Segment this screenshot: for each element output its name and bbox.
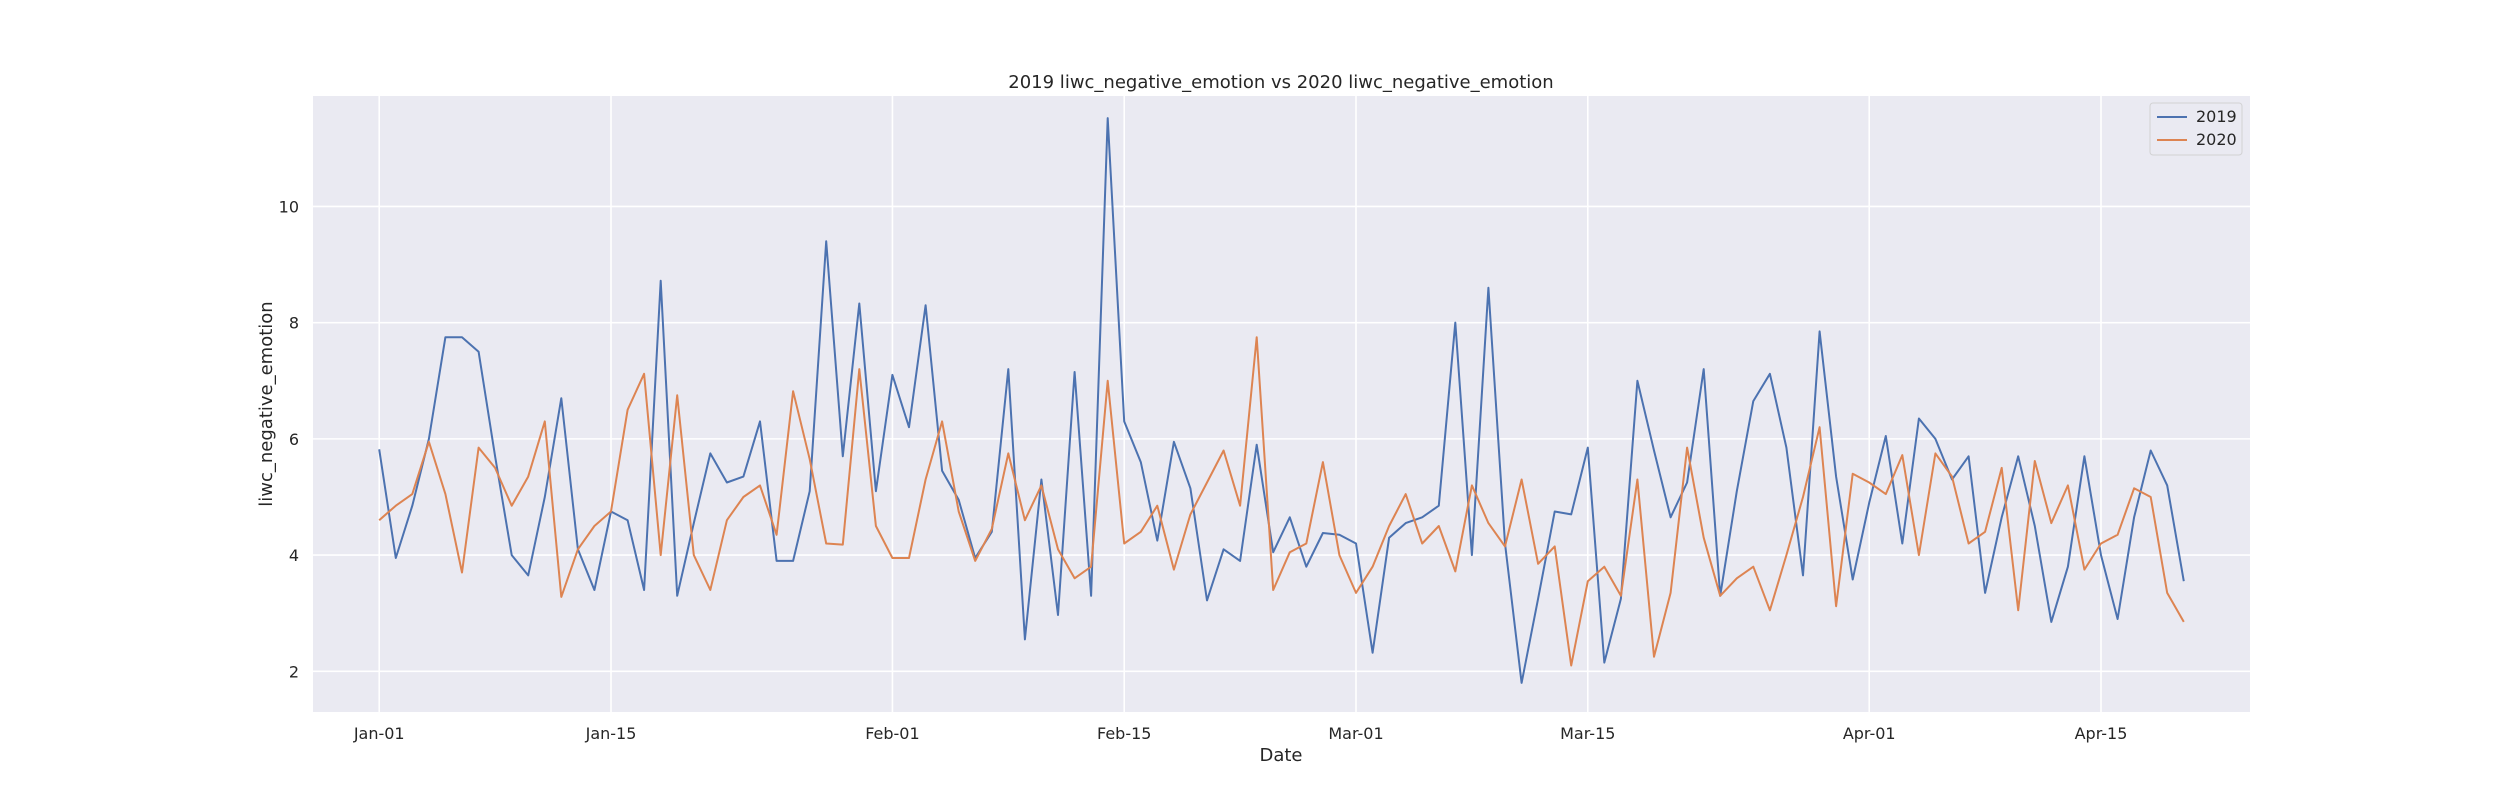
x-tick-labels: Jan-01 Jan-15 Feb-01 Feb-15 Mar-01 Mar-15 Apr-… — [353, 724, 2128, 743]
plot-area-background — [313, 96, 2250, 712]
x-axis-label: Date — [1259, 745, 1302, 766]
y-tick-label: 4 — [289, 546, 299, 565]
x-tick-label: Jan-15 — [585, 724, 637, 743]
y-tick-label: 2 — [289, 662, 299, 681]
legend-label-2019: 2019 — [2196, 107, 2237, 126]
y-tick-labels: 2 4 6 8 10 — [279, 197, 299, 681]
x-tick-label: Feb-15 — [1097, 724, 1151, 743]
y-tick-label: 10 — [279, 197, 299, 216]
x-tick-label: Jan-01 — [353, 724, 405, 743]
legend: 2019 2020 — [2149, 102, 2243, 156]
y-axis-label: liwc_negative_emotion — [256, 301, 277, 506]
series-line-2020 — [378, 336, 2185, 667]
x-tick-label: Mar-01 — [1328, 724, 1383, 743]
chart-title: 2019 liwc_negative_emotion vs 2020 liwc_… — [1008, 72, 1553, 93]
series-lines — [378, 117, 2185, 684]
x-tick-label: Mar-15 — [1560, 724, 1615, 743]
x-tick-label: Feb-01 — [865, 724, 919, 743]
y-tick-label: 6 — [289, 430, 299, 449]
x-gridlines — [378, 96, 2102, 712]
y-tick-label: 8 — [289, 314, 299, 333]
legend-label-2020: 2020 — [2196, 130, 2237, 149]
x-tick-label: Apr-01 — [1843, 724, 1896, 743]
x-tick-label: Apr-15 — [2075, 724, 2128, 743]
series-line-2019 — [378, 117, 2185, 684]
y-gridlines — [313, 205, 2250, 673]
